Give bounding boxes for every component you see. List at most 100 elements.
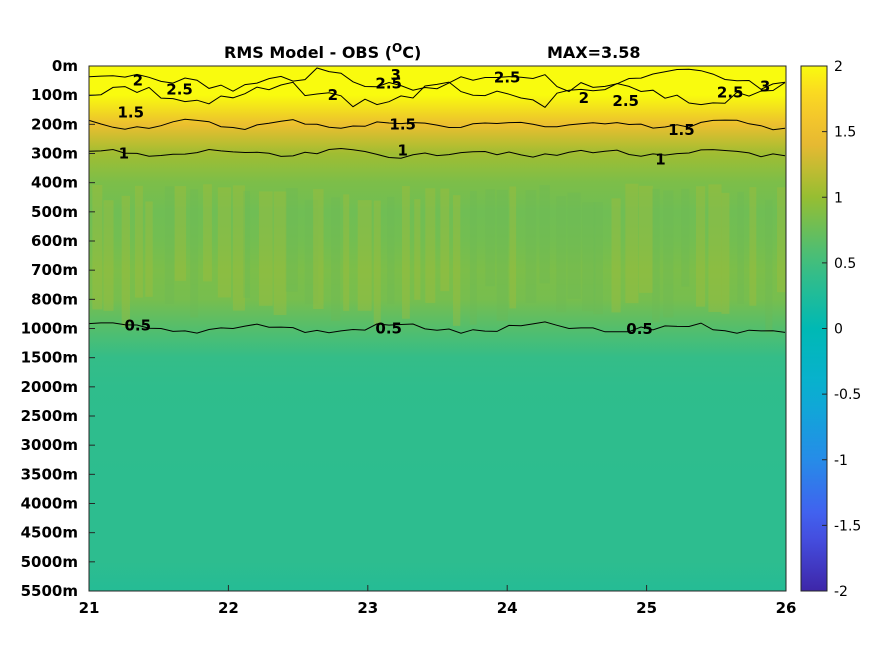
contour-lines <box>88 67 786 334</box>
colorbar-tick-label: 0 <box>834 322 843 338</box>
x-tick-label: 21 <box>79 599 100 617</box>
y-tick-label: 0m <box>52 57 78 75</box>
contour-label: 2.5 <box>612 92 639 110</box>
y-tick-label: 700m <box>31 261 78 279</box>
texture-streak <box>453 195 461 326</box>
texture-streak <box>582 202 596 312</box>
texture-streak <box>593 202 603 315</box>
texture-streak <box>304 199 319 305</box>
contour-line-1-5 <box>88 118 786 131</box>
texture-streak <box>469 190 477 325</box>
colorbar-tick-label: -2 <box>834 584 848 600</box>
texture-streak <box>190 189 199 318</box>
colorbar-tick-label: 1.5 <box>834 125 856 141</box>
y-tick-label: 2000m <box>21 378 78 396</box>
texture-streak <box>164 186 175 304</box>
texture-streak <box>652 188 660 323</box>
y-tick-label: 4000m <box>21 495 78 513</box>
texture-streak <box>401 186 410 319</box>
texture-streak <box>258 191 273 306</box>
y-tick-label: 5500m <box>21 582 78 600</box>
x-axis: 21 22 23 24 25 26 <box>79 585 797 617</box>
contour-line-1 <box>88 147 786 159</box>
y-tick-label: 3500m <box>21 465 78 483</box>
x-tick-label: 26 <box>776 599 797 617</box>
texture-streak <box>525 190 537 303</box>
texture-streak <box>357 200 372 311</box>
contour-line-0-5 <box>88 321 786 334</box>
y-tick-label: 2500m <box>21 407 78 425</box>
contour-label: 2 <box>328 86 338 104</box>
contour-label: 3 <box>760 77 770 95</box>
texture-streak <box>556 196 567 313</box>
contour-label: 2.5 <box>375 75 402 93</box>
texture-streak <box>414 199 421 300</box>
texture-streak <box>509 186 517 309</box>
contour-line-2-5 <box>88 67 786 93</box>
y-tick-label: 200m <box>31 115 78 133</box>
texture-streak <box>567 192 581 299</box>
colorbar-tick-label: -1.5 <box>834 518 861 534</box>
texture-streak <box>485 189 496 287</box>
texture-streak <box>765 199 773 333</box>
x-tick-label: 22 <box>218 599 239 617</box>
texture-streak <box>749 187 757 306</box>
y-tick-label: 500m <box>31 203 78 221</box>
texture-streak <box>721 192 730 314</box>
texture-streak <box>387 196 395 305</box>
colorbar-ticks: 2 1.5 1 0.5 0 -0.5 -1 -1.5 -2 <box>822 59 861 600</box>
texture-streak <box>92 184 103 310</box>
heatmap-field <box>89 66 786 591</box>
texture-streak <box>343 194 350 311</box>
texture-streak <box>232 185 245 311</box>
x-tick-label: 23 <box>357 599 378 617</box>
y-tick-label: 600m <box>31 232 78 250</box>
chart-title: RMS Model - OBS (OC) <box>224 41 421 62</box>
contour-label: 1.5 <box>389 115 416 133</box>
texture-streak <box>273 191 287 316</box>
contour-label: 2.5 <box>166 80 193 98</box>
texture-streak <box>496 189 508 321</box>
colorbar-tick-label: 2 <box>834 59 843 75</box>
contour-label: 1.5 <box>118 104 145 122</box>
texture-streak <box>695 186 706 307</box>
contour-label: 1 <box>655 150 665 168</box>
y-axis: 0m 100m 200m 300m 400m 500m 600m 700m 800m 1000m 1… <box>21 57 95 600</box>
texture-streak <box>663 190 674 318</box>
texture-streak <box>285 188 298 292</box>
colorbar: 2 1.5 1 0.5 0 -0.5 -1 -1.5 -2 <box>800 59 861 600</box>
colorbar-tick-label: 0.5 <box>834 256 856 272</box>
y-tick-label: 5000m <box>21 553 78 571</box>
y-tick-label: 4500m <box>21 524 78 542</box>
contour-label: 0.5 <box>375 320 402 338</box>
texture-streak <box>313 189 324 310</box>
texture-streak <box>440 188 450 292</box>
contour-label: 0.5 <box>125 317 152 335</box>
texture-streak <box>681 188 690 287</box>
texture-streak <box>203 184 212 282</box>
texture-streak <box>145 201 153 297</box>
x-tick-label: 25 <box>636 599 657 617</box>
y-tick-label: 3000m <box>21 436 78 454</box>
colorbar-tick-label: -0.5 <box>834 387 861 403</box>
y-tick-label: 1500m <box>21 349 78 367</box>
contour-label: 2 <box>133 72 143 90</box>
texture-streak <box>737 191 744 304</box>
y-tick-label: 100m <box>31 86 78 104</box>
texture-streak <box>777 187 786 293</box>
contour-label: 1 <box>119 145 129 163</box>
contour-label: 2 <box>579 89 589 107</box>
contour-label: 3 <box>390 66 400 84</box>
texture-streak <box>121 195 130 327</box>
texture-streak <box>174 186 187 281</box>
contour-label: 1 <box>397 142 407 160</box>
heatmap-texture <box>92 183 786 333</box>
colorbar-tick-label: 1 <box>834 190 843 206</box>
texture-streak <box>708 184 722 313</box>
texture-streak <box>539 185 550 284</box>
texture-streak <box>331 197 341 321</box>
y-tick-label: 800m <box>31 290 78 308</box>
texture-streak <box>638 185 653 293</box>
